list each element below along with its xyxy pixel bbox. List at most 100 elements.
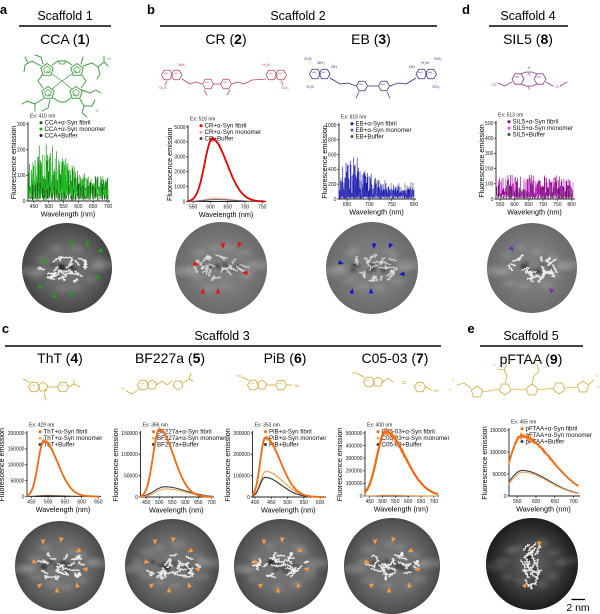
svg-text:0: 0 [491, 197, 494, 203]
svg-text:500: 500 [378, 499, 387, 505]
svg-text:600: 600 [532, 499, 541, 505]
svg-text:EB+α-Syn fibril: EB+α-Syn fibril [356, 121, 397, 128]
svg-text:100000: 100000 [490, 450, 507, 456]
svg-text:200: 200 [328, 182, 337, 188]
svg-text:100000: 100000 [233, 473, 250, 479]
svg-text:550: 550 [59, 204, 68, 210]
svg-text:pFTAA (9): pFTAA (9) [500, 351, 563, 367]
svg-text:300: 300 [17, 122, 26, 128]
svg-text:650: 650 [417, 499, 426, 505]
svg-text:Ex: 429 nm: Ex: 429 nm [29, 423, 54, 429]
svg-text:C05-03+Buffer: C05-03+Buffer [382, 441, 422, 448]
svg-text:O₃S: O₃S [304, 56, 312, 61]
svg-text:O: O [451, 377, 454, 382]
svg-text:5000: 5000 [174, 125, 185, 131]
svg-text:100000: 100000 [8, 463, 25, 469]
svg-text:Scaffold 1: Scaffold 1 [37, 9, 92, 23]
svg-text:600: 600 [74, 204, 83, 210]
svg-text:200000: 200000 [8, 431, 25, 437]
svg-text:400000: 400000 [346, 443, 363, 449]
svg-text:700: 700 [104, 204, 113, 210]
svg-text:N: N [75, 70, 78, 74]
svg-text:Ex: 353 nm: Ex: 353 nm [255, 423, 280, 429]
svg-text:EB+Buffer: EB+Buffer [356, 133, 384, 140]
svg-text:700: 700 [365, 202, 374, 208]
svg-text:650: 650 [94, 500, 103, 506]
svg-text:500000: 500000 [346, 431, 363, 437]
svg-text:200: 200 [485, 166, 494, 172]
svg-text:100: 100 [485, 182, 494, 188]
svg-text:O: O [508, 358, 511, 363]
svg-text:Ex: 513 nm: Ex: 513 nm [498, 113, 523, 119]
svg-text:650: 650 [194, 500, 203, 506]
svg-text:HO: HO [352, 371, 358, 375]
svg-text:ThT+α-Syn monomer: ThT+α-Syn monomer [44, 435, 103, 442]
svg-text:150000: 150000 [490, 428, 507, 434]
svg-text:Fluorescence emission: Fluorescence emission [320, 125, 329, 199]
svg-text:CCA+α-Syn monomer: CCA+α-Syn monomer [45, 126, 106, 133]
svg-text:ThT+Buffer: ThT+Buffer [44, 441, 75, 448]
svg-text:600: 600 [181, 500, 190, 506]
svg-text:600: 600 [316, 500, 325, 506]
svg-text:SO₃: SO₃ [432, 84, 440, 89]
svg-text:Fluorescence emission: Fluorescence emission [9, 126, 18, 200]
svg-text:SIL5+α-Syn fibril: SIL5+α-Syn fibril [513, 119, 559, 126]
svg-text:100000: 100000 [121, 452, 138, 458]
svg-text:HO: HO [236, 374, 242, 378]
svg-text:50000: 50000 [10, 478, 24, 484]
svg-text:650: 650 [224, 205, 233, 211]
svg-text:SIL5 (8): SIL5 (8) [503, 31, 553, 47]
svg-text:Fluorescence emission: Fluorescence emission [335, 428, 344, 502]
svg-text:100: 100 [17, 173, 26, 179]
svg-text:PiB+α-Syn fibril: PiB+α-Syn fibril [269, 429, 312, 436]
svg-text:pFTAA+Buffer: pFTAA+Buffer [526, 438, 565, 445]
svg-text:O: O [555, 84, 558, 89]
svg-text:HO: HO [409, 64, 415, 69]
svg-text:0: 0 [23, 199, 26, 205]
svg-text:50000: 50000 [124, 473, 138, 479]
svg-text:O: O [543, 364, 546, 369]
svg-text:Fluorescence emission: Fluorescence emission [165, 127, 174, 201]
svg-text:450: 450 [365, 499, 374, 505]
svg-text:Wavelength (nm): Wavelength (nm) [41, 210, 95, 219]
svg-text:Scaffold 3: Scaffold 3 [194, 329, 249, 343]
svg-text:700: 700 [241, 205, 250, 211]
svg-text:H₂N: H₂N [262, 62, 269, 67]
svg-text:C05-03 (7): C05-03 (7) [362, 350, 429, 366]
svg-text:PiB+Buffer: PiB+Buffer [269, 441, 299, 448]
svg-text:=: = [402, 380, 406, 387]
svg-text:700: 700 [430, 499, 439, 505]
svg-text:600: 600 [328, 152, 337, 158]
svg-text:500: 500 [485, 121, 494, 127]
svg-text:Fluorescence emission: Fluorescence emission [0, 428, 6, 502]
svg-text:N: N [527, 72, 530, 77]
svg-text:600: 600 [206, 205, 215, 211]
svg-text:S: S [528, 86, 531, 91]
svg-text:O: O [595, 373, 598, 378]
svg-text:N: N [44, 388, 47, 392]
svg-text:800: 800 [567, 202, 576, 208]
svg-text:700: 700 [569, 499, 578, 505]
svg-text:450: 450 [30, 204, 39, 210]
svg-text:O₃S: O₃S [159, 85, 167, 90]
svg-text:BF227a+α-Syn monomer: BF227a+α-Syn monomer [157, 435, 226, 442]
svg-text:Wavelength (nm): Wavelength (nm) [349, 208, 403, 217]
svg-text:1000: 1000 [174, 184, 185, 190]
svg-text:Wavelength (nm): Wavelength (nm) [374, 505, 428, 514]
svg-text:e: e [467, 321, 474, 336]
svg-text:Scaffold 4: Scaffold 4 [500, 9, 555, 23]
svg-text:100000: 100000 [346, 481, 363, 487]
svg-text:pFTAA+α-Syn fibril: pFTAA+α-Syn fibril [526, 426, 578, 433]
svg-text:O: O [122, 387, 125, 391]
svg-text:O: O [448, 387, 451, 392]
svg-text:650: 650 [551, 499, 560, 505]
svg-text:550: 550 [189, 205, 198, 211]
svg-text:500: 500 [44, 500, 53, 506]
svg-text:BF227a+Buffer: BF227a+Buffer [157, 441, 199, 448]
svg-text:600: 600 [404, 499, 413, 505]
svg-text:Cl: Cl [492, 82, 496, 87]
svg-text:b: b [147, 2, 155, 17]
svg-text:2 nm: 2 nm [566, 602, 590, 614]
svg-text:200000: 200000 [233, 452, 250, 458]
svg-text:Wavelength (nm): Wavelength (nm) [516, 505, 570, 514]
